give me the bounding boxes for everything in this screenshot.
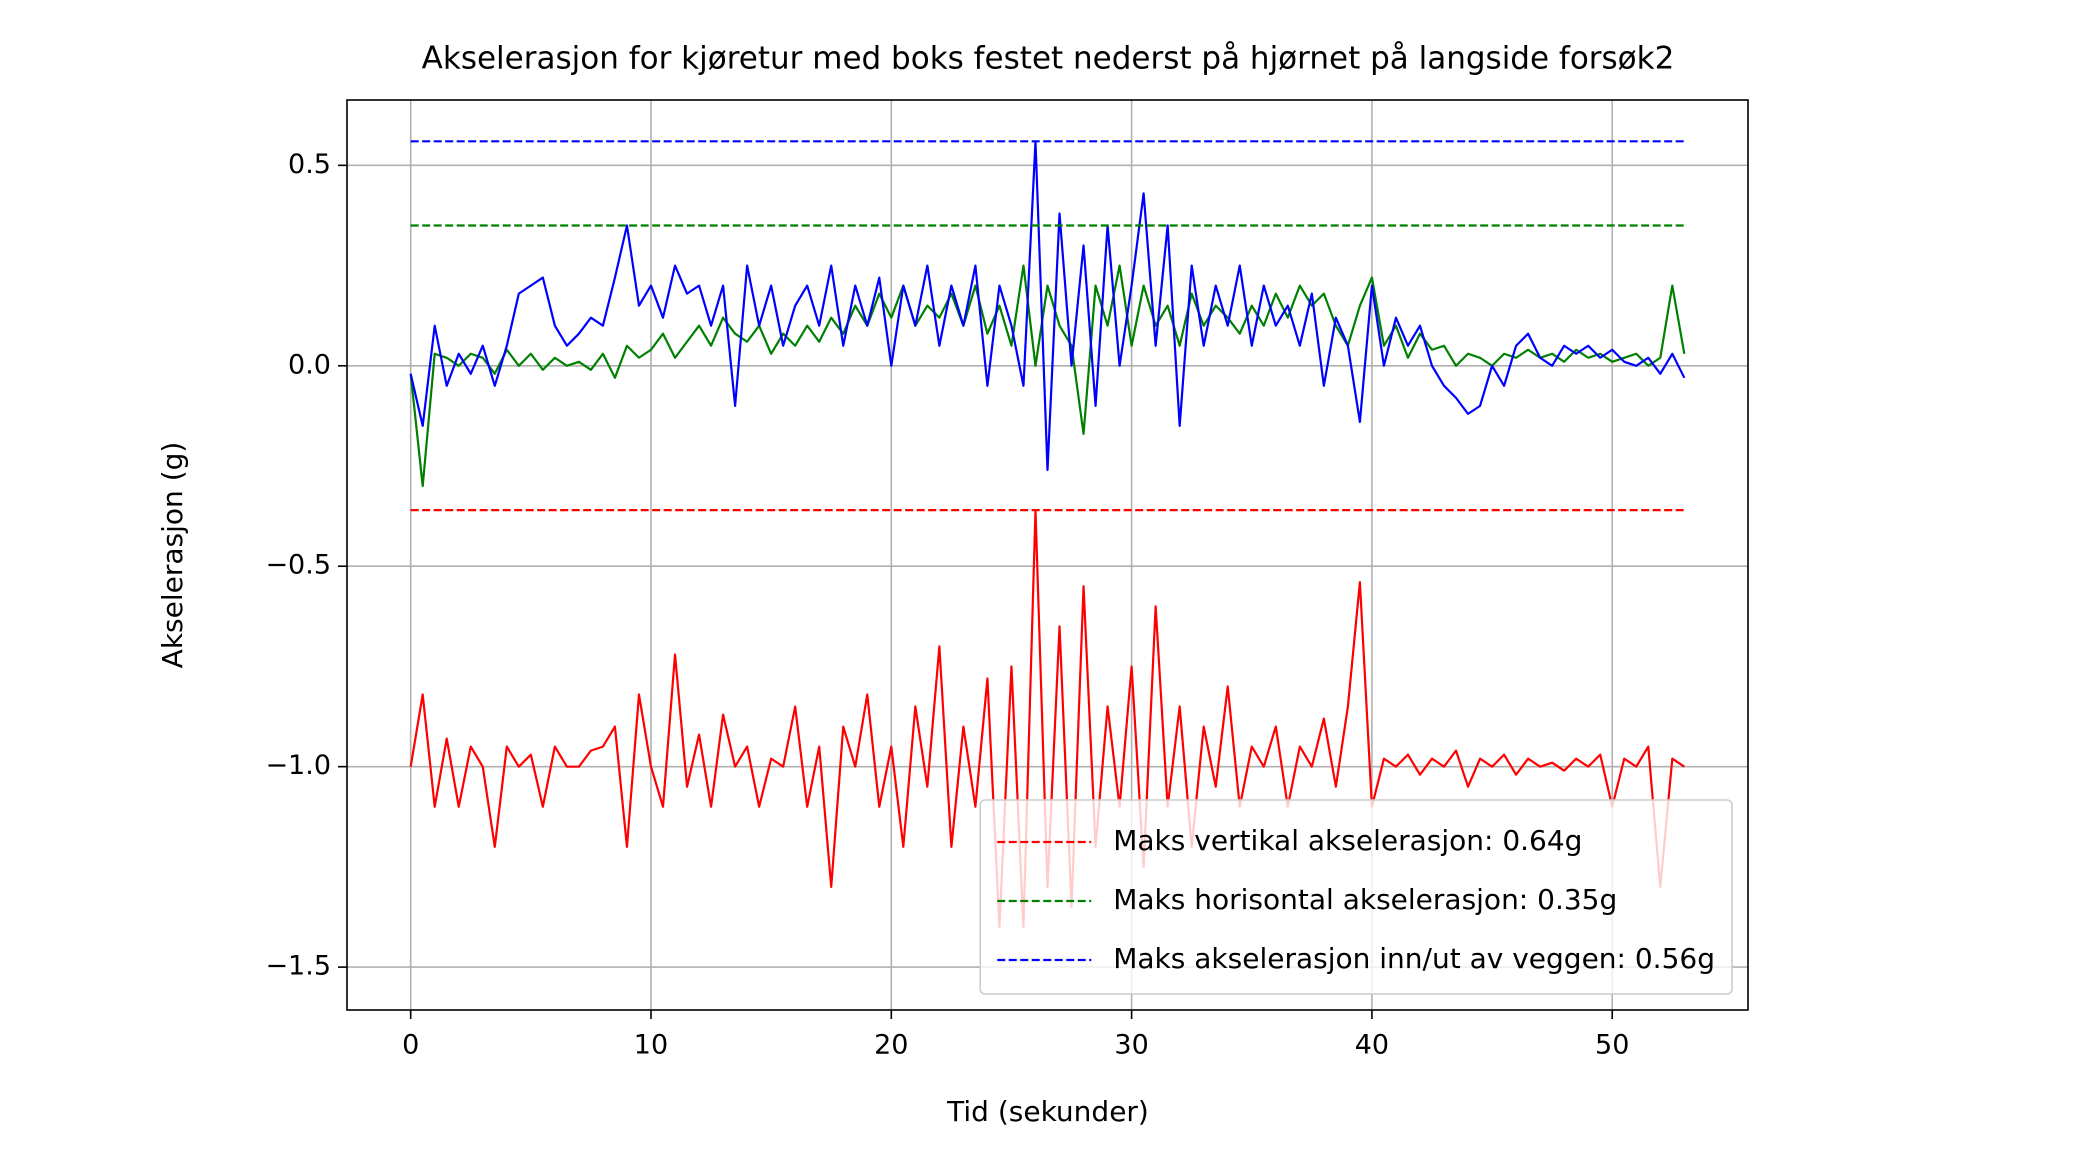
axes-frame (346, 99, 1749, 1011)
y-tick-label: −1.0 (265, 750, 331, 781)
x-tick-label: 30 (1114, 1030, 1148, 1061)
x-axis-label: Tid (sekunder) (946, 1095, 1149, 1128)
x-tick-label: 50 (1595, 1030, 1629, 1061)
data-line (409, 140, 1686, 472)
chart-title: Akselerasjon for kjøretur med boks feste… (422, 41, 1675, 77)
data-line (409, 264, 1686, 488)
x-tick-label: 20 (874, 1030, 908, 1061)
x-tick-label: 40 (1355, 1030, 1389, 1061)
legend-label: Maks vertikal akselerasjon: 0.64g (1113, 824, 1582, 857)
y-tick-label: 0.5 (288, 149, 331, 180)
legend-label: Maks akselerasjon inn/ut av veggen: 0.56… (1113, 942, 1715, 975)
y-tick-label: 0.0 (288, 349, 331, 380)
legend: Maks vertikal akselerasjon: 0.64g Maks ho… (979, 799, 1733, 995)
x-tick-label: 0 (402, 1030, 419, 1061)
x-tick-label: 10 (634, 1030, 668, 1061)
y-axis-label: Akselerasjon (g) (156, 442, 189, 669)
y-tick-label: −0.5 (265, 550, 331, 581)
y-tick-label: −1.5 (265, 951, 331, 982)
legend-label: Maks horisontal akselerasjon: 0.35g (1113, 883, 1617, 916)
legend-box (979, 799, 1733, 995)
